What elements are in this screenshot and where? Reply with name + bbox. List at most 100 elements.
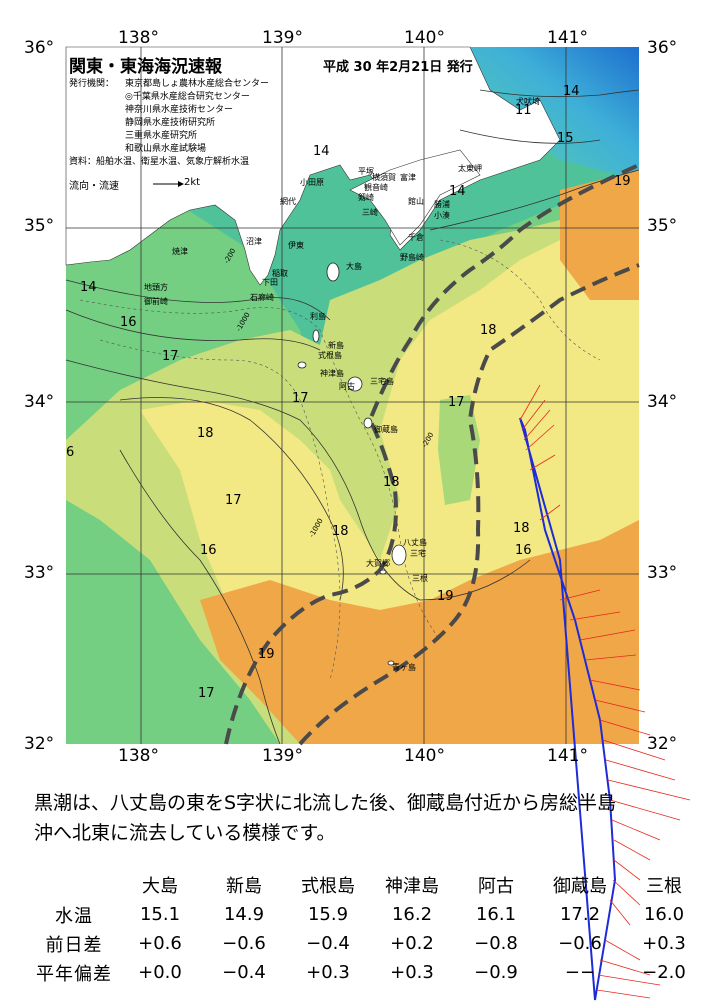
legend-label: 流向・流速 — [69, 181, 119, 192]
isotherm-label: 16 — [200, 543, 217, 558]
land-mass — [65, 46, 561, 286]
lon-label-bottom: 140° — [404, 746, 445, 766]
table-row-header: 平年偏差 — [36, 963, 112, 985]
isotherm-label: 6 — [66, 445, 75, 460]
isotherm-label: 14 — [80, 280, 97, 295]
place-label: 勝浦 — [434, 200, 450, 209]
legend-arrow — [153, 181, 184, 187]
lat-label-right: 36° — [647, 38, 678, 58]
place-label: 太東岬 — [458, 164, 482, 173]
isotherm-label: 17 — [292, 391, 309, 406]
kuroshio-axis — [224, 163, 640, 746]
map-title: 関東・東海海況速報 — [69, 57, 222, 77]
place-label: 千倉 — [408, 233, 424, 242]
place-label: 犬吠埼 — [516, 97, 540, 106]
place-label: 青ヶ島 — [392, 663, 416, 672]
place-label: 沼津 — [246, 237, 262, 246]
isotherm-label: 18 — [480, 323, 497, 338]
table-cell: 16.0 — [643, 904, 685, 925]
table-cell: −0.6 — [222, 933, 266, 954]
issue-date: 平成 30 年2月21日 発行 — [323, 60, 473, 75]
issuer-item: 三重県水産研究所 — [125, 131, 198, 141]
place-label: 新島 — [328, 341, 344, 350]
cool-eddy-region — [438, 395, 480, 505]
isotherm-lines — [65, 89, 640, 745]
place-label: 御蔵島 — [374, 425, 398, 434]
place-label: 式根島 — [318, 351, 342, 360]
place-label: 三宅 — [410, 549, 426, 558]
place-label: 富津 — [400, 173, 416, 182]
place-label: 阿古 — [339, 382, 355, 391]
isotherm-label: 14 — [449, 184, 466, 199]
source-text: 船舶水温、衛星水温、気象庁解析水温 — [96, 157, 250, 167]
isotherm-label: 17 — [198, 686, 215, 701]
lat-label-left: 34° — [24, 392, 55, 412]
issuer-item: 静岡県水産技術研究所 — [125, 118, 216, 128]
isotherm-label: 19 — [437, 589, 454, 604]
table-column-header: 御蔵島 — [553, 876, 607, 897]
table-row: 水温 15.1 14.9 15.9 16.2 16.1 17.2 16.0 — [30, 900, 706, 929]
isotherm-label: 16 — [515, 543, 532, 558]
place-label: 大賀郷 — [366, 559, 390, 568]
table-cell: −0.4 — [222, 962, 266, 983]
isotherm-label: 17 — [225, 493, 242, 508]
place-label: 稲取 — [272, 269, 288, 278]
table-header-row: 大島 新島 式根島 神津島 阿古 御蔵島 三根 — [30, 870, 706, 900]
place-label: 伊東 — [288, 241, 304, 250]
boso-peninsula — [349, 149, 481, 246]
table-corner — [30, 870, 118, 900]
lon-label-bottom: 139° — [262, 746, 303, 766]
place-label: 地頭方 — [144, 283, 168, 292]
cold-oyashio-region — [470, 47, 639, 180]
issuer-item: 神奈川県水産技術センター — [125, 105, 234, 115]
isotherm-label: 18 — [513, 521, 530, 536]
place-label: 三宅島 — [370, 377, 394, 386]
table-column-header: 神津島 — [385, 876, 439, 897]
lon-label-bottom: 138° — [118, 746, 159, 766]
current-vectors — [519, 384, 691, 999]
hot-southern-region — [200, 520, 639, 744]
table-column-header: 三根 — [646, 876, 682, 897]
isotherm-label: 11 — [515, 103, 532, 118]
place-label: 館山 — [408, 197, 424, 206]
lat-label-left: 36° — [24, 38, 55, 58]
isotherm-label: 14 — [313, 144, 330, 159]
table-cell: 16.2 — [391, 904, 433, 925]
table-cell: 17.2 — [559, 904, 601, 925]
place-label: 御前崎 — [144, 297, 168, 306]
table-row: 平年偏差 +0.0 −0.4 +0.3 +0.3 −0.9 −− −2.0 — [30, 958, 706, 987]
place-label: 八丈島 — [403, 538, 427, 547]
lat-label-right: 32° — [647, 734, 678, 754]
lon-label-top: 138° — [118, 28, 159, 48]
isotherm-label: 18 — [332, 524, 349, 539]
place-label: 大島 — [346, 262, 362, 271]
isotherm-label: 18 — [383, 475, 400, 490]
table-cell: −0.8 — [474, 933, 518, 954]
table-row-header: 前日差 — [45, 934, 103, 956]
isotherm-label: 17 — [162, 349, 179, 364]
table-cell: 16.1 — [475, 904, 517, 925]
table-column-header: 式根島 — [301, 876, 355, 897]
table-column-header: 阿古 — [478, 876, 514, 897]
map-legend: 流向・流速 2kt — [69, 177, 200, 192]
lat-label-left: 32° — [24, 734, 55, 754]
description: 黒潮は、八丈島の東をS字状に北流した後、御蔵島付近から房総半島 沖へ北東に流去し… — [34, 788, 694, 848]
place-label: 剱崎 — [358, 193, 374, 202]
place-label: 野島崎 — [400, 253, 424, 262]
table-column-header: 大島 — [142, 876, 178, 897]
table-cell: −0.4 — [306, 933, 350, 954]
place-label: 焼津 — [172, 247, 188, 256]
lat-label-right: 33° — [647, 563, 678, 583]
table-cell: −0.9 — [474, 962, 518, 983]
place-label: 網代 — [280, 197, 296, 206]
table-cell: +0.0 — [138, 962, 182, 983]
place-label: 三根 — [412, 574, 428, 583]
issuer-label: 発行機関： — [69, 79, 115, 89]
isotherm-label: 14 — [563, 84, 580, 99]
issuer-block: 発行機関： 東京都島しょ農林水産総合センター ◎千葉県水産総合研究センター 神奈川… — [69, 78, 269, 169]
place-label: 石廊崎 — [250, 293, 274, 302]
isotherm-label: 19 — [614, 174, 631, 189]
table-cell: +0.2 — [390, 933, 434, 954]
lon-label-bottom: 141° — [547, 746, 588, 766]
